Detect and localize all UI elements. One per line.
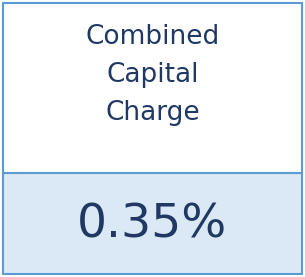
Text: Combined
Capital
Charge: Combined Capital Charge (85, 24, 220, 127)
FancyBboxPatch shape (3, 173, 302, 274)
Text: 0.35%: 0.35% (77, 202, 228, 248)
